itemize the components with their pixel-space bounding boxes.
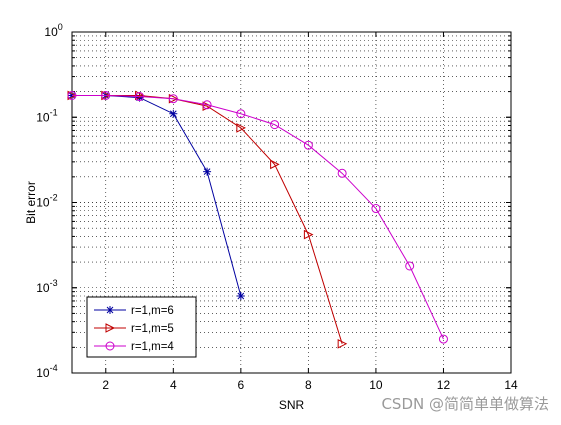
y-tick-label: 10-2 <box>36 193 57 210</box>
x-tick-label: 12 <box>437 378 451 392</box>
x-tick-label: 6 <box>238 378 245 392</box>
data-point <box>101 90 111 100</box>
x-tick-label: 8 <box>305 378 312 392</box>
y-tick-label: 10-4 <box>36 363 57 380</box>
legend-item: r=1,m=4 <box>94 341 174 353</box>
data-point <box>270 120 280 130</box>
data-point <box>67 90 77 100</box>
legend-swatch-marker <box>105 341 115 351</box>
data-point <box>337 338 348 349</box>
data-point <box>303 229 314 240</box>
data-point <box>270 159 280 170</box>
axis-ticks: 2 4 6 8 10 12 14 100 10-1 10-2 10-3 10-4 <box>36 22 518 392</box>
data-point <box>303 140 313 150</box>
data-point <box>337 168 347 178</box>
data-point <box>236 123 246 133</box>
x-tick-label: 10 <box>369 378 383 392</box>
watermark: CSDN @简简单单做算法 <box>381 395 549 413</box>
legend-box <box>86 296 197 358</box>
x-tick-label: 2 <box>102 378 109 392</box>
data-point <box>371 204 381 214</box>
legend-swatch-marker <box>106 306 114 314</box>
x-axis-label: SNR <box>279 398 305 412</box>
legend-label: r=1,m=6 <box>131 305 174 317</box>
x-tick-label: 14 <box>504 378 518 392</box>
data-point <box>203 167 212 176</box>
data-point <box>236 292 245 301</box>
data-point <box>438 334 448 344</box>
x-tick-label: 4 <box>170 378 177 392</box>
legend-swatch-marker <box>105 323 116 333</box>
y-tick-label: 10-1 <box>36 107 57 124</box>
data-point <box>168 94 178 104</box>
data-point <box>405 261 415 271</box>
series-group <box>67 90 448 349</box>
y-axis-label: Bit error <box>24 181 38 224</box>
series-1 <box>68 91 245 301</box>
data-point <box>202 100 212 110</box>
legend-label: r=1,m=4 <box>131 341 174 353</box>
legend-item: r=1,m=5 <box>94 323 174 335</box>
series-3 <box>67 90 448 344</box>
data-point <box>236 109 246 119</box>
legend: r=1,m=6 r=1,m=5 r=1,m=4 <box>86 296 197 358</box>
y-tick-label: 10-3 <box>36 278 57 295</box>
legend-item: r=1,m=6 <box>94 305 174 317</box>
series-line <box>72 94 444 340</box>
data-point <box>135 92 145 102</box>
legend-label: r=1,m=5 <box>131 323 174 335</box>
y-tick-label: 100 <box>44 22 62 39</box>
data-point <box>169 109 178 118</box>
